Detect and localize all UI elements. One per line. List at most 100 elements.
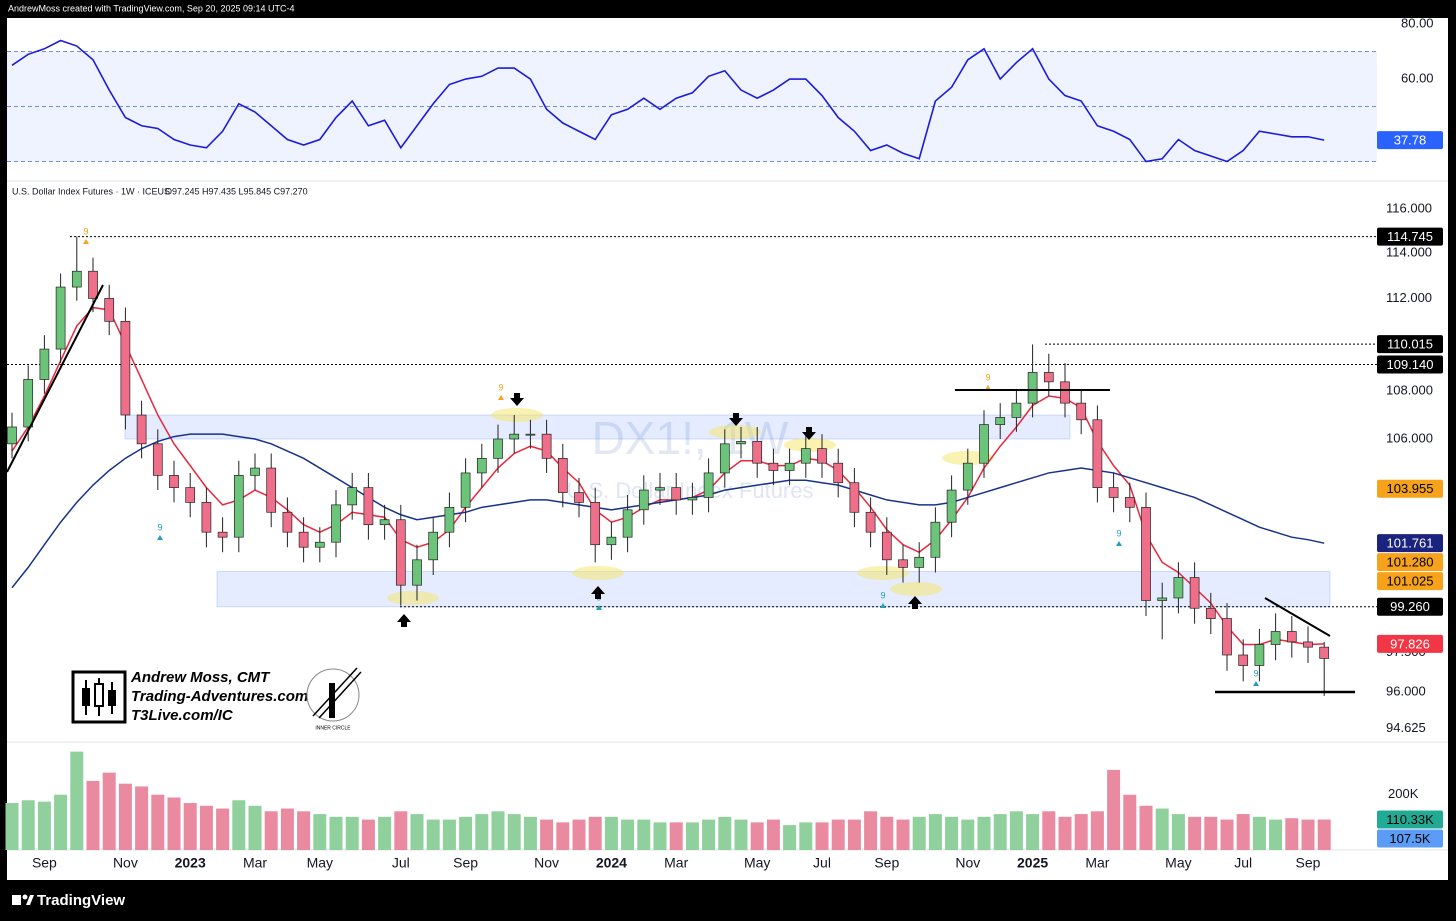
candle-body xyxy=(898,559,908,568)
volume-bar xyxy=(410,814,424,850)
candle-body xyxy=(1124,497,1135,508)
volume-bar xyxy=(442,819,456,850)
candle-body xyxy=(1157,597,1168,601)
x-tick-label: Jul xyxy=(813,855,831,871)
logo-candle xyxy=(94,683,104,707)
candle-body xyxy=(1270,631,1281,645)
price-tag-label: 101.761 xyxy=(1387,536,1434,551)
candle-body xyxy=(800,448,811,464)
y-tick-label: 108.000 xyxy=(1386,383,1433,398)
candle-body xyxy=(152,443,163,476)
candle-body xyxy=(379,519,390,526)
candle-body xyxy=(541,433,552,459)
volume-bar xyxy=(216,808,230,850)
badge-line xyxy=(318,671,362,719)
volume-bar xyxy=(977,816,991,850)
plot-layer: 80.00 60.00 37.78 U.S. Dollar Index Futures… xyxy=(7,15,1443,871)
candle-body xyxy=(428,531,439,561)
x-tick-label: Mar xyxy=(243,855,267,871)
highlight xyxy=(572,566,624,580)
candle-body xyxy=(946,489,957,523)
candle-body xyxy=(1238,654,1249,666)
volume-bar xyxy=(1301,819,1315,850)
footer-brand: TradingView xyxy=(37,892,125,909)
volume-bar xyxy=(5,803,19,850)
volume-bar xyxy=(248,805,262,850)
y-tick-label: 94.625 xyxy=(1386,720,1426,735)
candle-body xyxy=(88,270,98,299)
candle-body xyxy=(201,502,212,533)
arrow xyxy=(729,413,743,426)
author: Andrew Moss, CMT xyxy=(130,669,271,686)
volume-bar xyxy=(1269,819,1283,850)
volume-bar xyxy=(313,814,327,850)
volume-bar xyxy=(1026,814,1040,850)
candle-body xyxy=(687,497,698,501)
candle-body xyxy=(914,556,925,568)
x-tick-label: Nov xyxy=(534,855,559,871)
volume-bar xyxy=(945,816,959,850)
price-tag xyxy=(1377,829,1443,848)
candle-body xyxy=(557,457,568,493)
candle-body xyxy=(493,438,503,459)
price-tag xyxy=(1377,810,1443,829)
logo-candle xyxy=(82,688,90,706)
signal-marker xyxy=(880,603,886,608)
candle-body xyxy=(752,441,763,464)
signal-marker xyxy=(1116,541,1122,546)
price-tag xyxy=(1377,572,1443,591)
volume-bar xyxy=(880,816,894,850)
volume-bar xyxy=(685,822,699,850)
arrow xyxy=(802,427,816,440)
volume-bar xyxy=(151,794,165,850)
candle-body xyxy=(1222,618,1232,656)
candle-body xyxy=(1205,607,1216,619)
y-tick-label: 116.000 xyxy=(1386,200,1432,215)
candle-body xyxy=(136,414,147,445)
logo-part xyxy=(26,895,34,905)
candle-body xyxy=(849,482,860,513)
highlight xyxy=(387,591,439,605)
candle-body xyxy=(233,475,244,538)
signal-label: 9 xyxy=(498,382,503,392)
volume-bar xyxy=(1220,819,1234,850)
candle-body xyxy=(347,487,358,506)
volume-bar xyxy=(653,822,667,850)
volume-bar xyxy=(831,819,845,850)
candle-body xyxy=(1286,631,1297,643)
signal-label: 9 xyxy=(985,372,990,382)
x-tick-label: Sep xyxy=(874,855,899,871)
price-tag-label: 101.280 xyxy=(1387,555,1434,570)
x-tick-label: May xyxy=(1165,855,1191,871)
candle-body xyxy=(768,462,779,471)
badge-i xyxy=(329,683,335,718)
price-tag xyxy=(1377,553,1443,572)
candle-body xyxy=(71,270,82,288)
volume-bar xyxy=(540,819,554,850)
volume-bar xyxy=(1252,816,1266,850)
logo-part xyxy=(12,895,21,905)
x-tick-label: Sep xyxy=(453,855,478,871)
candle-body xyxy=(314,541,325,548)
signal-marker xyxy=(498,395,504,400)
volume-bar xyxy=(361,819,375,850)
volume-bar xyxy=(329,816,343,850)
candle-body xyxy=(1011,402,1022,418)
candle-body xyxy=(1060,381,1070,404)
candle-body xyxy=(995,417,1006,425)
volume-bar xyxy=(588,816,602,850)
candle-body xyxy=(1254,644,1265,666)
highlight xyxy=(857,566,909,580)
volume-bar xyxy=(847,819,861,850)
arrow xyxy=(908,596,922,609)
candle-body xyxy=(298,531,309,548)
badge-text: INNER CIRCLE xyxy=(315,725,351,731)
price-tag-label: 114.745 xyxy=(1387,229,1433,244)
price-tag xyxy=(1377,335,1443,354)
price-tag-label: 110.33K xyxy=(1386,812,1434,827)
volume-bar xyxy=(345,816,359,850)
volume-bar xyxy=(556,822,570,850)
signal-label: 9 xyxy=(157,522,162,532)
candle-body xyxy=(1076,402,1087,421)
